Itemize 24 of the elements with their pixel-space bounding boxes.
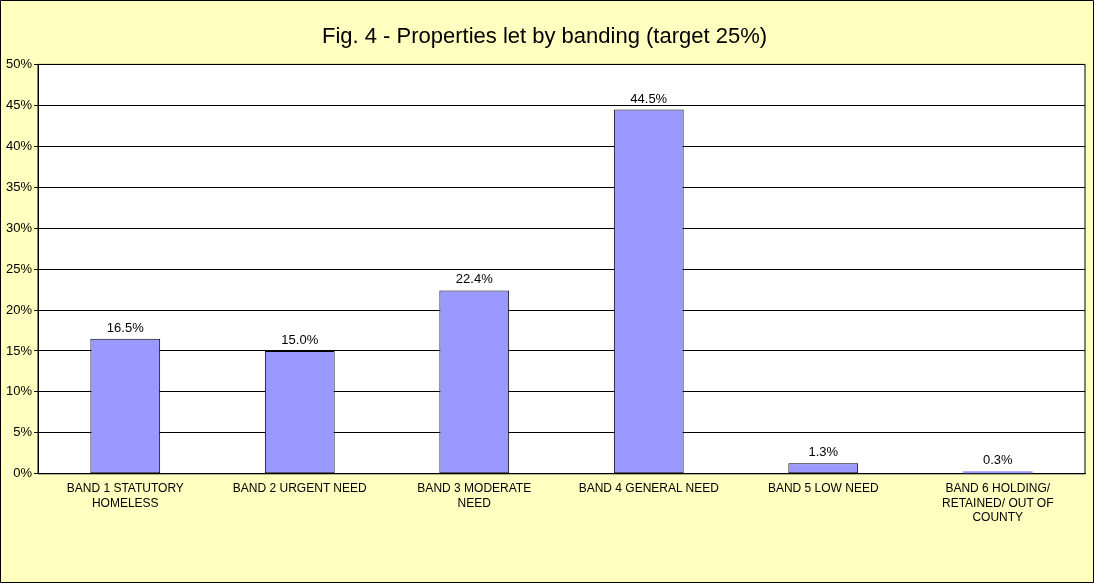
y-tick-label: 50% (5, 55, 33, 71)
y-tick-label: 45% (5, 96, 33, 112)
x-tick-label: BAND 4 GENERAL NEED (578, 481, 720, 496)
y-tick-label: 40% (5, 137, 33, 153)
y-tick-label: 5% (13, 424, 33, 440)
data-label: 0.3% (982, 452, 1013, 468)
y-tick-label: 35% (5, 178, 33, 194)
y-tick-label: 10% (5, 383, 33, 399)
x-tick-label: BAND 1 STATUTORY HOMELESS (66, 481, 184, 510)
x-tick-label: BAND 6 HOLDING/ RETAINED/ OUT OF COUNTY (941, 481, 1054, 525)
y-tick-label: 20% (5, 301, 33, 317)
y-tick-label: 15% (5, 342, 33, 358)
y-tick-label: 25% (5, 260, 33, 276)
data-label: 16.5% (106, 319, 145, 335)
y-tick-label: 0% (13, 465, 33, 481)
data-label: 44.5% (630, 90, 668, 106)
x-tick-label: BAND 5 LOW NEED (767, 481, 879, 496)
y-tick-label: 30% (5, 219, 33, 235)
data-label: 22.4% (455, 271, 494, 287)
chart-title: Fig. 4 - Properties let by banding (target 25%) (321, 23, 768, 49)
x-tick-label: BAND 2 URGENT NEED (232, 481, 367, 496)
data-label: 1.3% (808, 444, 839, 460)
data-label: 15.0% (281, 332, 319, 348)
x-tick-label: BAND 3 MODERATE NEED (417, 481, 532, 510)
